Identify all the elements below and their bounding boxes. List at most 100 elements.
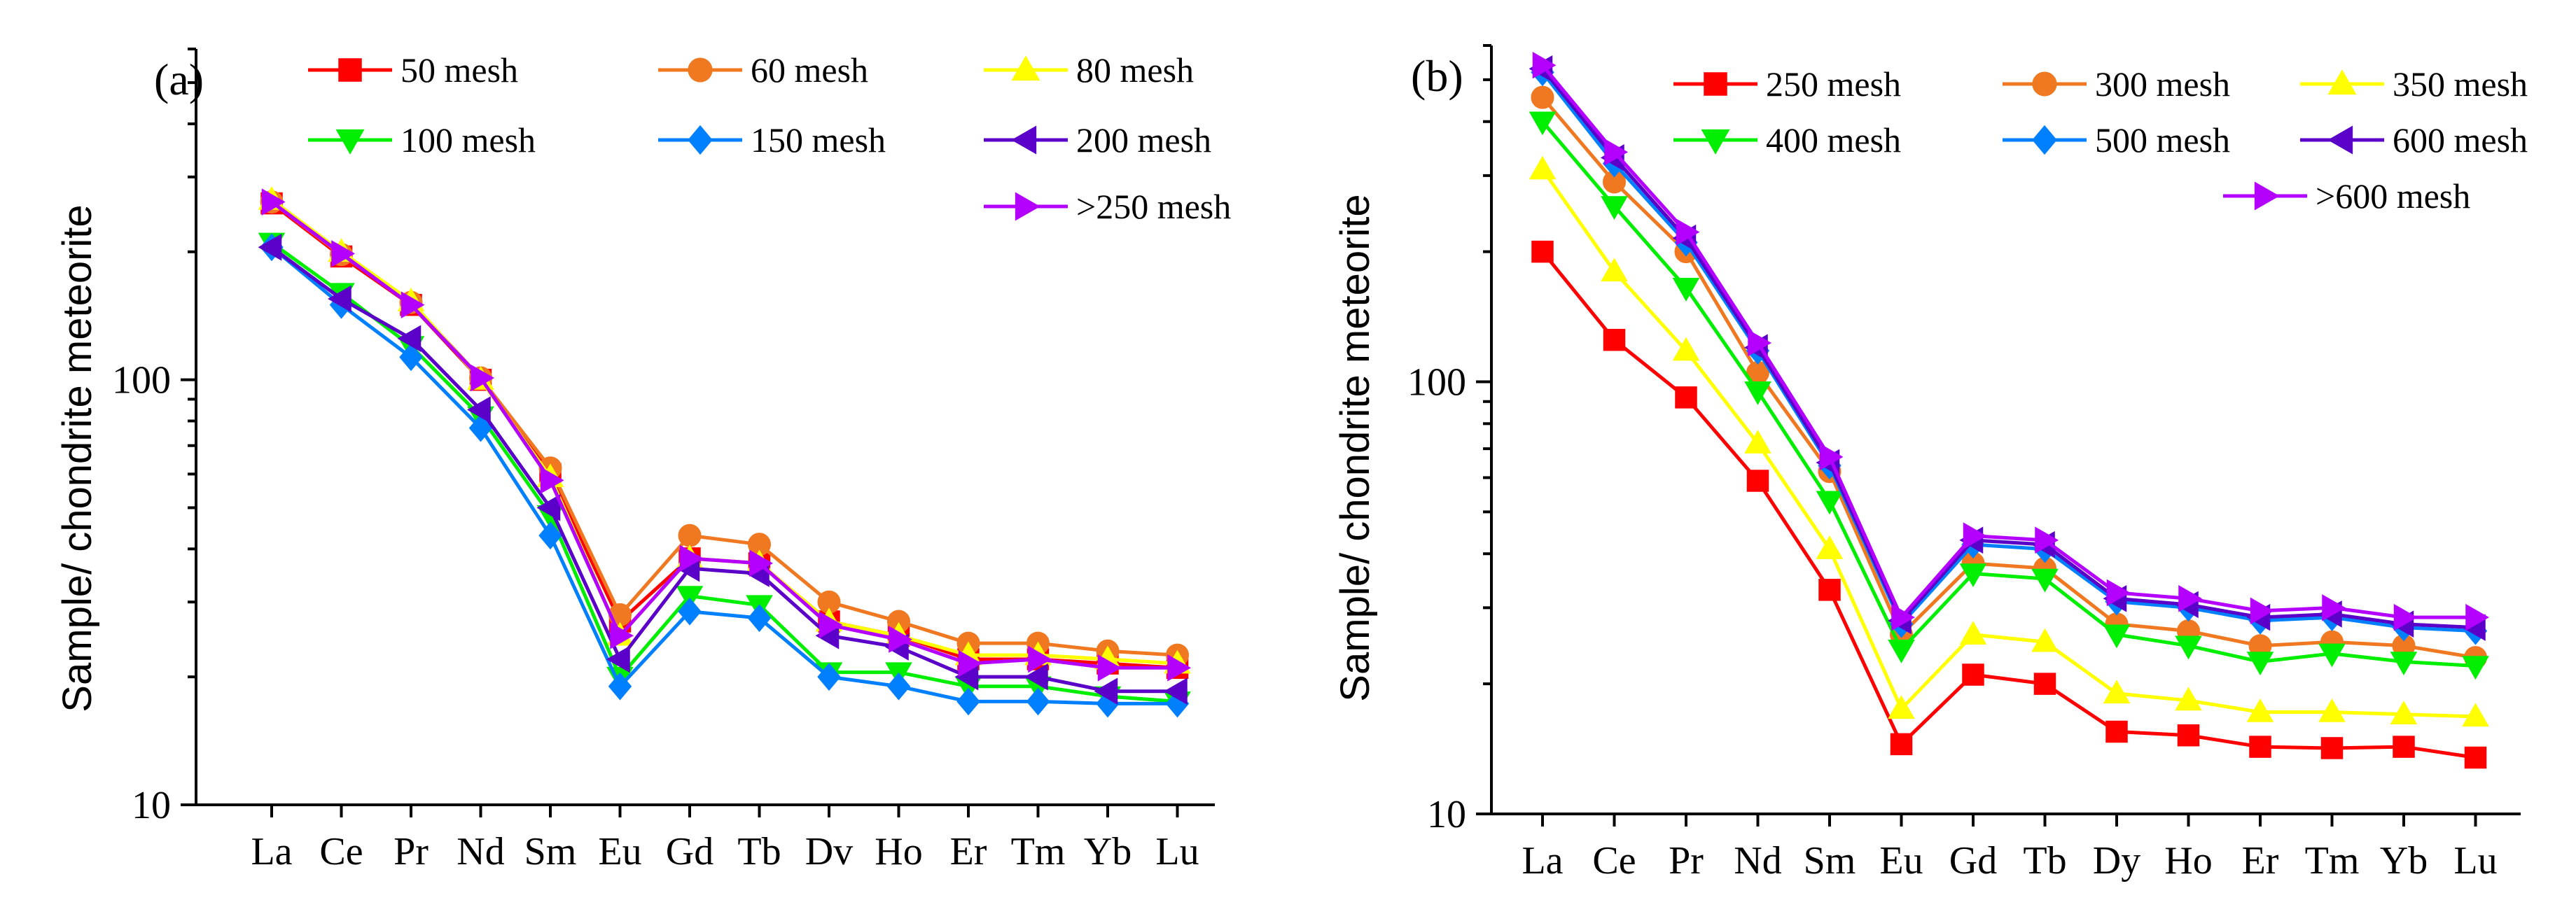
triangle-right-marker [679,544,704,572]
legend-entry: >250 mesh [984,187,1231,226]
triangle-right-marker [2393,603,2418,631]
triangle-left-marker [1011,125,1037,155]
legend-label: 250 mesh [1766,64,1901,104]
x-tick-label: Pr [394,830,429,873]
triangle-down-marker [2246,652,2274,676]
legend-label: 60 mesh [751,50,868,90]
triangle-up-marker [1529,155,1557,180]
triangle-down-marker [1701,129,1730,155]
triangle-right-marker [1819,443,1844,471]
series-150-mesh [260,233,1190,718]
diamond-marker [747,604,772,633]
diamond-marker [538,521,562,550]
square-marker [2393,736,2415,758]
legend-label: 300 mesh [2095,64,2230,104]
legend-entry: 600 mesh [2300,120,2528,160]
triangle-up-marker [2327,69,2357,95]
diamond-marker [886,672,911,701]
x-tick-label: Er [2242,839,2279,883]
triangle-up-marker [1744,430,1771,454]
series-line [270,200,1178,657]
triangle-down-marker [2103,624,2131,649]
square-marker [1704,72,1727,96]
triangle-down-marker [2318,643,2346,668]
triangle-right-marker [1097,654,1122,682]
legend-label: >600 mesh [2316,176,2470,216]
triangle-up-marker [1601,258,1628,282]
y-axis-title: Sample/ chondrite meteorite [55,204,100,712]
legend-label: 100 mesh [401,120,536,160]
diamond-marker [817,663,841,691]
series-line [270,241,1178,703]
x-tick-label: La [251,830,292,873]
legend-entry: >600 mesh [2223,176,2470,216]
triangle-right-marker [331,240,356,267]
square-marker [1818,579,1841,601]
series-250-mesh [261,188,1192,682]
triangle-down-marker [1959,563,1987,587]
triangle-right-marker [610,622,634,649]
triangle-up-marker [2103,680,2131,704]
triangle-right-marker [471,364,495,392]
diamond-marker [1026,687,1050,716]
x-tick-label: Sm [524,830,577,873]
legend-entry: 400 mesh [1673,120,1901,160]
series-line [1541,251,2476,759]
triangle-right-marker [889,626,913,653]
square-marker [1962,663,1984,686]
y-axis-title: Sample/ chondrite meteorite [1332,194,1378,701]
triangle-down-marker [2390,652,2418,676]
diamond-marker [2032,125,2057,155]
diamond-marker [688,125,713,155]
triangle-right-marker [1015,192,1040,221]
triangle-right-marker [958,649,982,677]
triangle-right-marker [1676,218,1700,246]
triangle-left-marker [2327,125,2353,155]
series-250-mesh [1531,240,2487,769]
x-tick-label: Nd [1734,839,1781,883]
legend-entry: 350 mesh [2300,64,2528,104]
square-marker [1675,386,1697,409]
x-tick-label: Gd [1949,839,1997,883]
triangle-up-marker [1888,695,1915,719]
legend-label: 400 mesh [1766,120,1901,160]
legend-entry: 80 mesh [984,50,1194,90]
square-marker [1603,328,1626,351]
series-line [1541,120,2476,668]
diamond-marker [956,687,980,716]
x-tick-label: Tb [2023,839,2066,883]
triangle-down-marker [1672,277,1700,302]
x-tick-label: Yb [2380,839,2428,883]
triangle-left-marker [1024,663,1048,691]
square-marker [2105,720,2128,743]
circle-marker [2032,71,2057,97]
series-400-mesh [1529,111,2489,680]
triangle-right-marker [1604,139,1629,166]
triangle-down-marker [1744,381,1771,405]
triangle-right-marker [2254,181,2280,211]
triangle-up-marker [2175,687,2202,711]
triangle-left-marker [327,285,351,313]
square-marker [2177,724,2200,747]
triangle-up-marker [1011,55,1040,81]
series-350-mesh [1529,155,2489,727]
triangle-down-marker [335,129,365,155]
x-tick-label: Ho [875,830,922,873]
triangle-right-marker [401,291,425,318]
series-line [1541,64,2476,619]
triangle-down-marker [676,586,704,610]
series-line [1541,71,2476,633]
square-marker [2033,673,2056,695]
triangle-right-marker [1167,654,1192,682]
series-200-mesh [258,233,1188,705]
triangle-right-marker [2178,585,2203,612]
triangle-right-marker [1963,522,1987,549]
square-marker [1531,240,1554,263]
legend-entry: 50 mesh [308,50,518,90]
triangle-right-marker [1028,645,1052,673]
triangle-left-marker [536,494,561,521]
x-tick-label: Nd [457,830,504,873]
triangle-right-marker [540,467,564,494]
